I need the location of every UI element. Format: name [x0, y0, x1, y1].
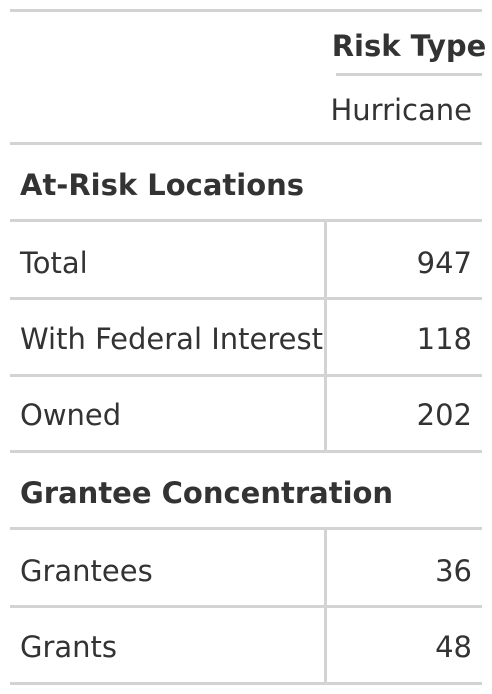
group-heading-at-risk-locations: At-Risk Locations [20, 167, 305, 202]
row-value-owned: 202 [416, 397, 472, 432]
row-border [10, 297, 482, 300]
row-label-total: Total [20, 245, 88, 280]
group-heading-border [10, 219, 482, 222]
table-bottom-border [10, 682, 482, 685]
column-label-hurricane: Hurricane [330, 92, 472, 127]
group-heading-grantee-concentration: Grantee Concentration [20, 475, 394, 510]
row-value-grants: 48 [435, 629, 472, 664]
row-border [10, 374, 482, 377]
table-top-border [10, 9, 482, 12]
spanner-underline [336, 73, 482, 76]
group-bottom-border [10, 450, 482, 453]
row-value-total: 947 [416, 245, 472, 280]
column-spanner-risk-type: Risk Type [331, 28, 487, 63]
header-bottom-border [10, 142, 482, 145]
row-value-with-federal-interest: 118 [416, 321, 472, 356]
row-border [10, 605, 482, 608]
row-label-grantees: Grantees [20, 553, 153, 588]
row-label-owned: Owned [20, 397, 122, 432]
row-label-with-federal-interest: With Federal Interest [20, 321, 323, 356]
row-value-grantees: 36 [435, 553, 472, 588]
row-label-grants: Grants [20, 629, 118, 664]
stub-divider [324, 222, 327, 450]
stub-divider [324, 530, 327, 682]
group-heading-border [10, 527, 482, 530]
